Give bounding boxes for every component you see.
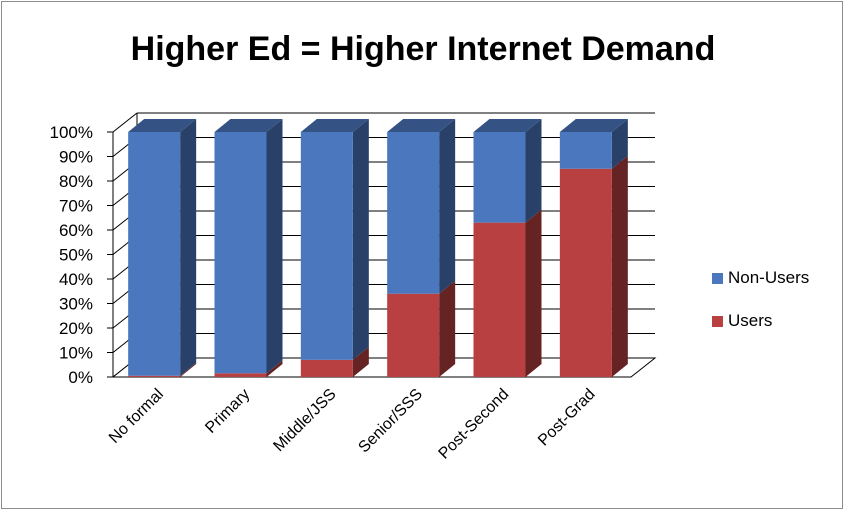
bar-non-users bbox=[473, 132, 526, 223]
bar-side-users bbox=[525, 209, 542, 377]
bar-non-users bbox=[128, 132, 181, 376]
bar-non-users bbox=[559, 132, 612, 169]
bar-top bbox=[473, 119, 542, 132]
gridline-wall bbox=[112, 112, 138, 133]
bar-side-non-users bbox=[266, 119, 283, 374]
legend-label-non-users: Non-Users bbox=[728, 268, 810, 287]
y-tick-label: 40% bbox=[59, 270, 93, 289]
y-tick-label: 0% bbox=[68, 368, 93, 387]
bar-non-users bbox=[300, 132, 353, 360]
bar-side-non-users bbox=[611, 119, 628, 169]
y-tick-label: 90% bbox=[59, 148, 93, 167]
y-tick-label: 60% bbox=[59, 221, 93, 240]
legend-label-users: Users bbox=[728, 311, 773, 330]
bar-side-users bbox=[180, 362, 197, 377]
bar-side-non-users bbox=[525, 119, 542, 223]
y-tick-label: 20% bbox=[59, 319, 93, 338]
x-tick-label: Senior/SSS bbox=[355, 386, 426, 457]
y-tick-label: 70% bbox=[59, 197, 93, 216]
bar-side-users bbox=[266, 360, 283, 377]
bar-side-users bbox=[439, 280, 456, 377]
bar-users bbox=[387, 293, 440, 377]
x-tick-label: Middle/JSS bbox=[270, 386, 339, 455]
bar-top bbox=[214, 119, 283, 132]
bar-top bbox=[300, 119, 369, 132]
chart-title: Higher Ed = Higher Internet Demand bbox=[130, 30, 716, 68]
bar-side-non-users bbox=[439, 119, 456, 294]
bar-top bbox=[387, 119, 456, 132]
y-tick-label: 100% bbox=[50, 123, 93, 142]
bar-top bbox=[128, 119, 197, 132]
bar-non-users bbox=[214, 132, 267, 374]
bar-side-users bbox=[611, 155, 628, 377]
bar-users bbox=[300, 359, 353, 377]
bar-non-users bbox=[387, 132, 440, 294]
y-tick-label: 80% bbox=[59, 172, 93, 191]
x-tick-label: Post-Second bbox=[436, 386, 513, 463]
bar-side-non-users bbox=[352, 119, 369, 360]
x-tick-label: No formal bbox=[106, 386, 167, 447]
legend-swatch-users bbox=[712, 315, 723, 327]
x-tick-label: Primary bbox=[202, 386, 253, 437]
bar-users bbox=[214, 373, 267, 377]
bar-users bbox=[128, 375, 181, 377]
bar-side-non-users bbox=[180, 119, 197, 376]
y-tick-label: 10% bbox=[59, 344, 93, 363]
bar-users bbox=[473, 222, 526, 377]
legend-item-non-users: Non-Users bbox=[712, 268, 809, 288]
legend-swatch-non-users bbox=[712, 272, 723, 284]
bar-side-users bbox=[352, 346, 369, 377]
y-tick-label: 50% bbox=[59, 246, 93, 265]
bar-users bbox=[559, 168, 612, 377]
legend: Non-Users Users bbox=[712, 268, 809, 354]
y-tick-label: 30% bbox=[59, 295, 93, 314]
bar-top bbox=[559, 119, 628, 132]
x-tick-label: Post-Grad bbox=[535, 386, 599, 450]
legend-item-users: Users bbox=[712, 311, 809, 331]
